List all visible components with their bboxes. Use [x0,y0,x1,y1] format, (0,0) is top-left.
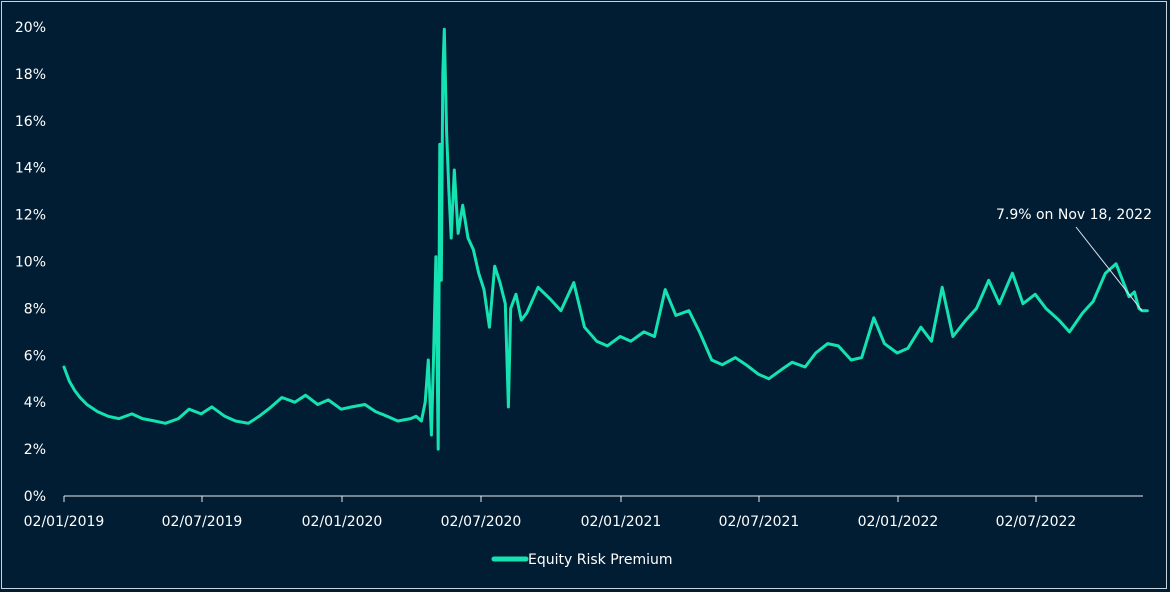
y-tick-label: 14% [15,161,46,177]
axis-layer: 0% 2% 4% 6% 8% 10% 12% 14% 16% 18% 20% 02/01/2019 02… [15,20,1143,530]
x-tick-label: 02/01/2022 [858,514,939,530]
x-tick-label: 02/01/2019 [24,514,105,530]
x-tick-label: 02/01/2020 [302,514,383,530]
x-tick-label: 02/07/2019 [162,514,243,530]
y-tick-label: 12% [15,208,46,224]
y-tick-label: 4% [24,395,46,411]
y-tick-label: 10% [15,255,46,271]
series-layer [62,27,1149,451]
x-tick-label: 02/07/2022 [996,514,1077,530]
annotation-layer: 7.9% on Nov 18, 2022 [996,207,1152,312]
legend: Equity Risk Premium [491,552,672,568]
y-tick-label: 16% [15,114,46,130]
annotation-leader-line [1075,226,1143,312]
legend-label: Equity Risk Premium [528,552,672,568]
series-line-equity-risk-premium [62,27,1149,451]
y-tick-label: 8% [24,301,46,317]
y-tick-label: 0% [24,489,46,505]
y-tick-label: 18% [15,67,46,83]
y-tick-label: 20% [15,20,46,36]
y-tick-label: 2% [24,442,46,458]
y-tick-label: 6% [24,348,46,364]
annotation-label: 7.9% on Nov 18, 2022 [996,207,1152,223]
x-tick-label: 02/07/2021 [719,514,800,530]
x-tick-label: 02/07/2020 [441,514,522,530]
x-tick-label: 02/01/2021 [581,514,662,530]
